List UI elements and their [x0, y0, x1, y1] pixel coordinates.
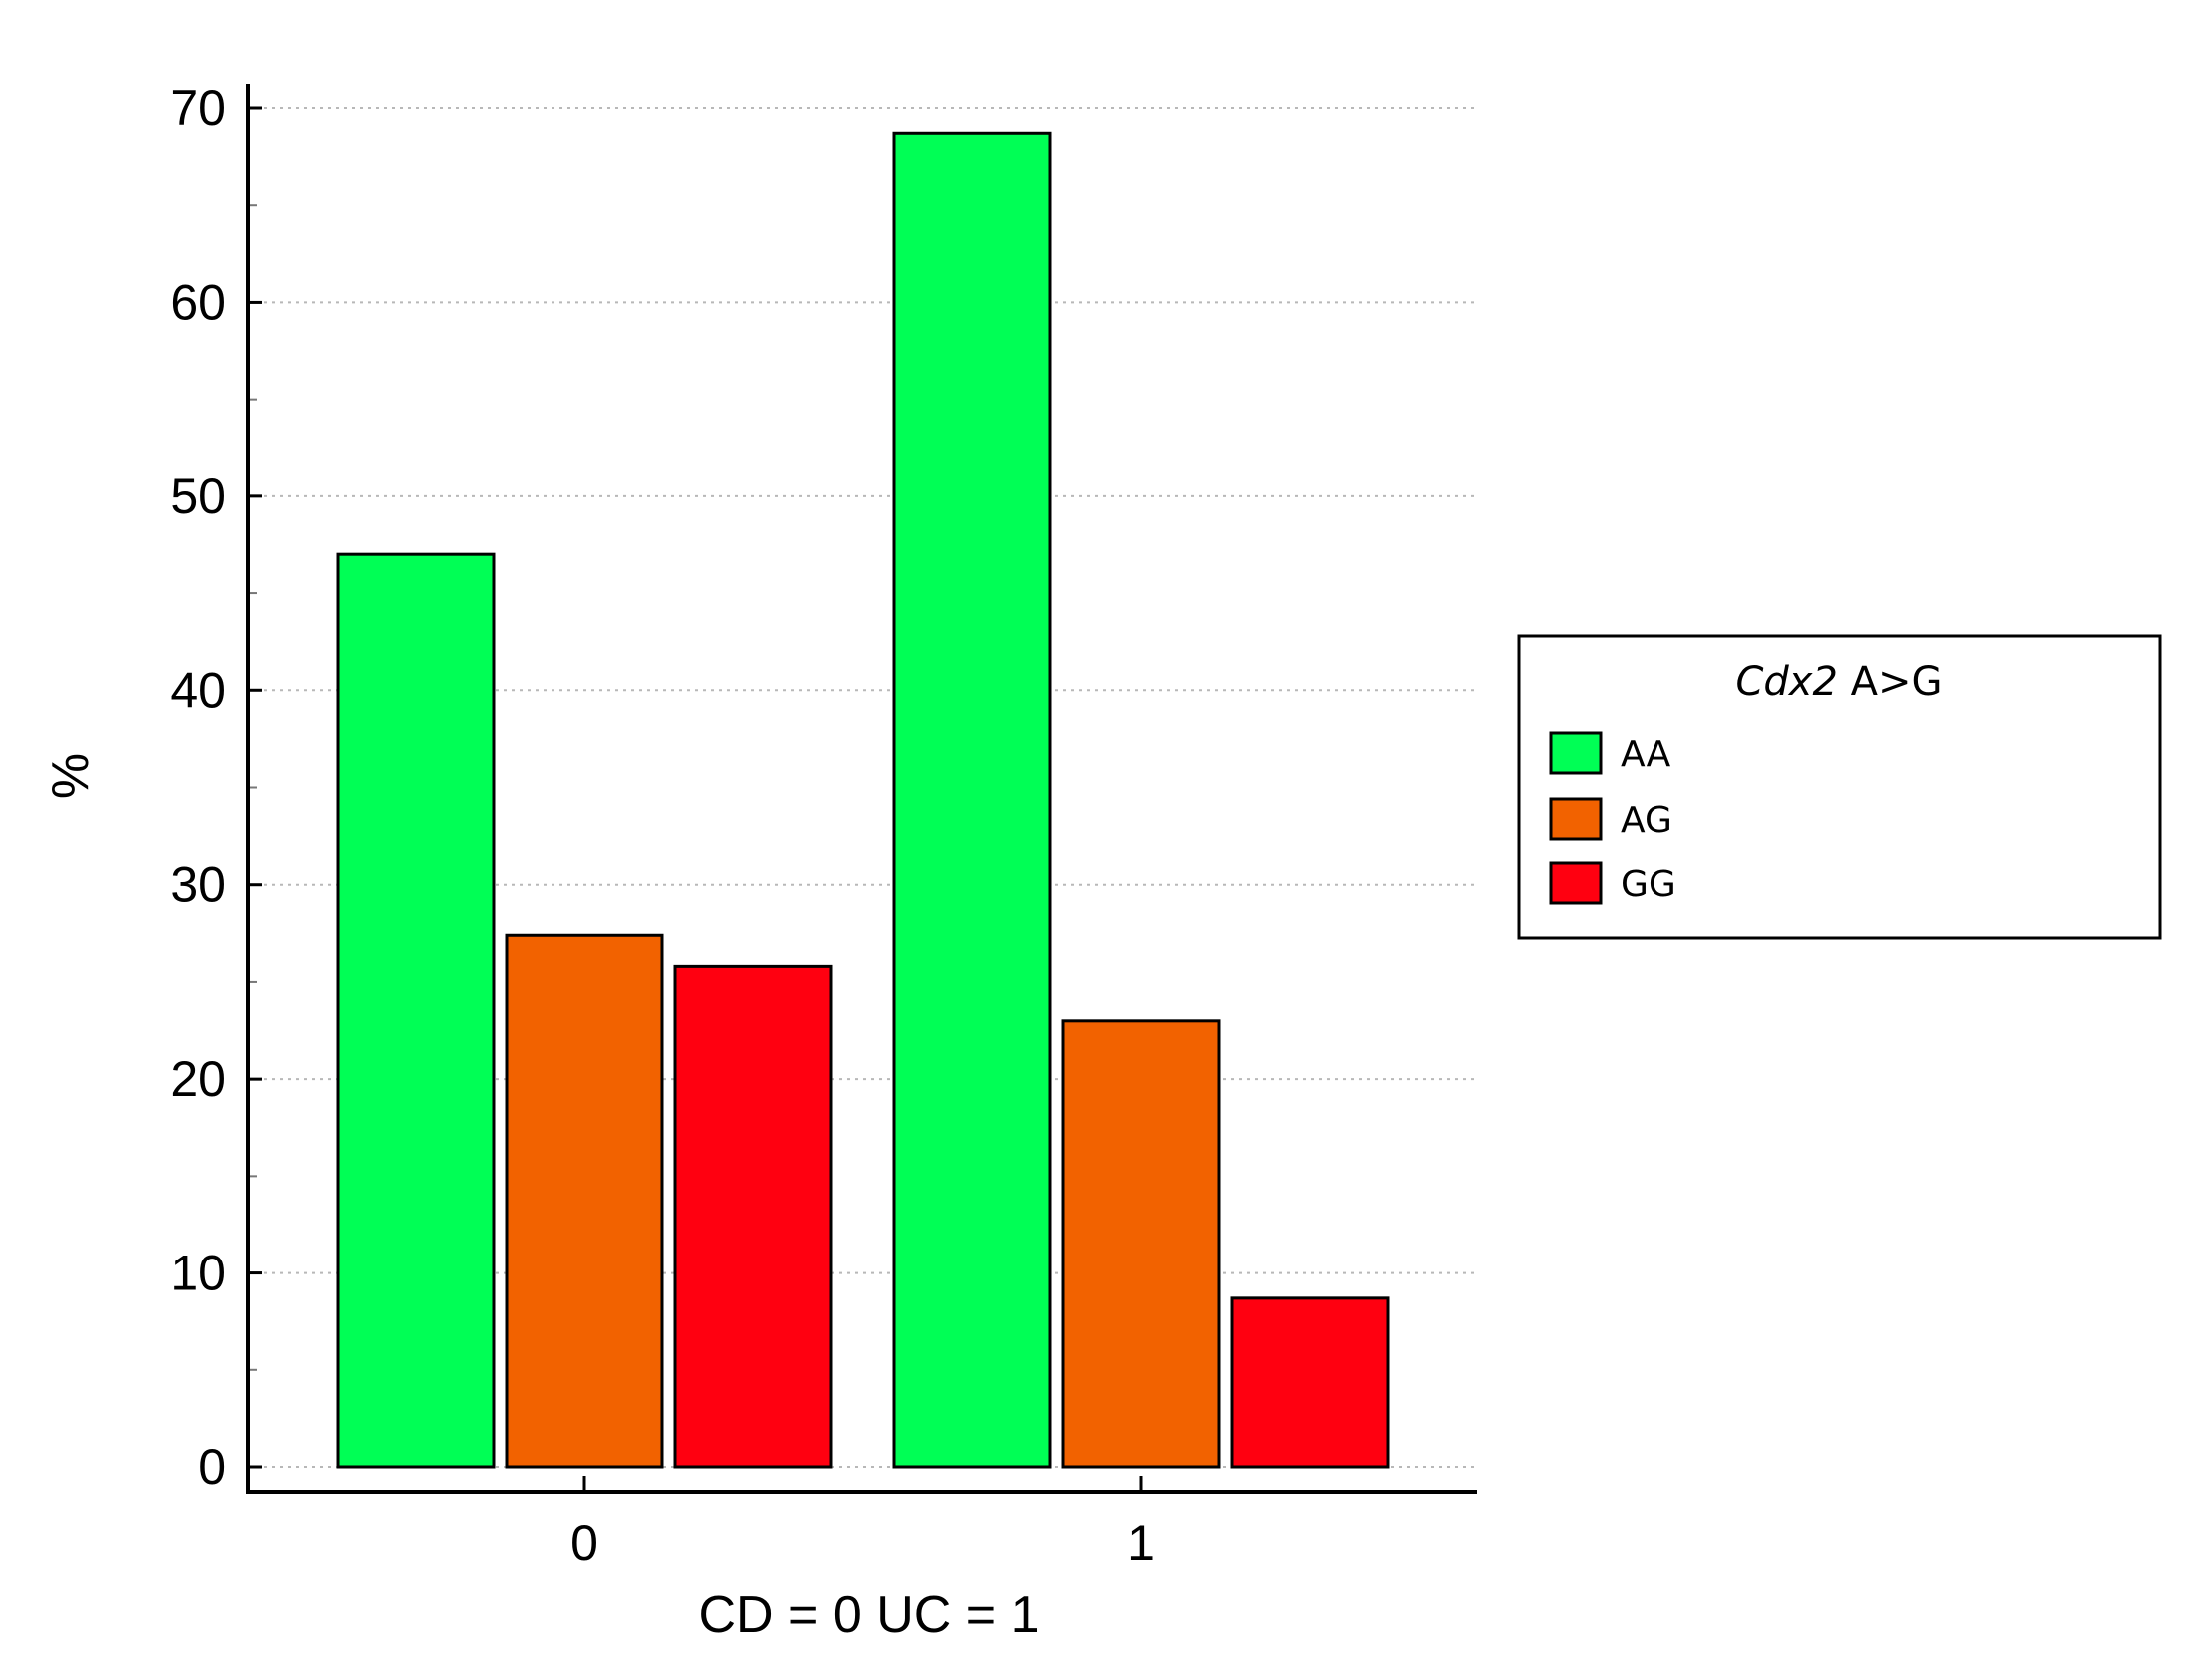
y-tick-label: 70 — [170, 80, 226, 136]
x-tick-label: 1 — [1127, 1515, 1155, 1571]
legend-label-AG: AG — [1621, 800, 1672, 841]
bar-GG-1 — [1230, 1296, 1390, 1469]
legend: Cdx2 A>G AA AG GG — [1517, 634, 2162, 940]
legend-entries: AA AG GG — [1549, 731, 1676, 905]
y-axis-title: % — [42, 753, 100, 799]
bars — [336, 131, 1390, 1469]
legend-box — [1517, 634, 2162, 940]
y-tick-label: 10 — [170, 1246, 226, 1301]
x-axis-title: CD = 0 UC = 1 — [698, 1586, 1039, 1644]
legend-title-italic: Cdx2 — [1735, 659, 1837, 705]
y-tick-label: 0 — [198, 1439, 226, 1495]
legend-swatch-GG — [1549, 861, 1603, 905]
legend-title: Cdx2 A>G — [1735, 659, 1942, 705]
bar-GG-0 — [673, 964, 833, 1469]
y-tick-label: 60 — [170, 274, 226, 330]
bar-AG-1 — [1061, 1019, 1221, 1469]
y-tick-label: 30 — [170, 857, 226, 913]
y-tick-label: 40 — [170, 662, 226, 718]
x-tick-label: 0 — [570, 1515, 598, 1571]
legend-swatch-AA — [1549, 731, 1603, 775]
bar-AG-0 — [505, 933, 664, 1469]
bar-AA-0 — [336, 552, 496, 1469]
legend-title-rest: A>G — [1838, 659, 1943, 705]
legend-label-AA: AA — [1621, 734, 1671, 775]
y-tick-label: 20 — [170, 1051, 226, 1107]
legend-label-GG: GG — [1621, 864, 1676, 905]
axes: 0 10 20 30 40 50 60 70 0 1 — [170, 80, 1477, 1571]
y-tick-label: 50 — [170, 468, 226, 524]
bar-AA-1 — [892, 131, 1052, 1469]
legend-swatch-AG — [1549, 797, 1603, 841]
